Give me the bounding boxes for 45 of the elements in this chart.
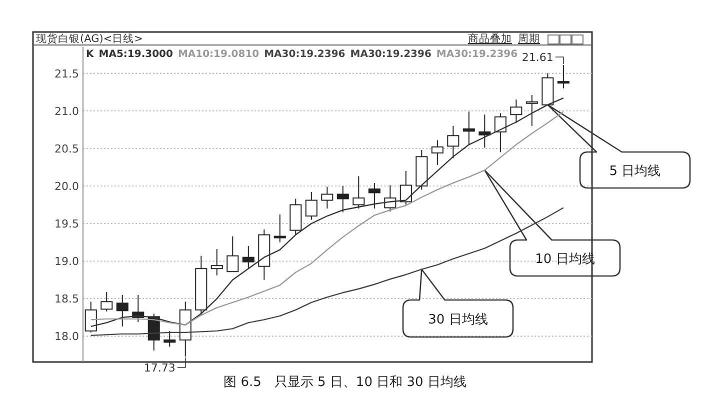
y-tick-label: 21.0 [54,104,79,118]
candlestick [242,246,254,268]
candlestick [352,176,365,210]
candlestick [368,182,380,210]
candlestick [447,125,460,159]
candlestick [336,185,349,213]
text: MA30:19.2396 [264,49,346,60]
candlestick [478,114,491,148]
candlestick [274,214,286,243]
candlestick [210,248,223,276]
text: 商品叠加 [468,32,512,45]
y-tick-label: 18.5 [54,292,79,306]
annotation: 30 日均线 [428,312,488,328]
y-tick-label: 18.0 [54,330,79,344]
chart-title: 现货白银(AG)<日线> [36,32,143,45]
candlestick [384,184,396,212]
candlestick [431,140,444,166]
y-tick-label: 20.0 [54,180,79,193]
annotation: 21.61 [522,51,554,64]
text: 17.73 [144,361,176,374]
candlestick [510,99,522,124]
candlestick [305,191,318,220]
candlestick [164,330,176,348]
candlestick [321,186,334,210]
candlestick [557,64,570,89]
annotation: MA30:19.2396 [436,49,518,60]
caption: 图 6.5 只显示 5 日、10 日和 30 日均线 [224,375,466,390]
candlestick [462,111,475,146]
text: MA10:19.0810 [178,49,260,60]
candlestick [494,112,506,153]
y-tick-label: 21.5 [54,67,79,80]
candlestick [226,236,239,272]
annotation: K [86,49,95,60]
y-tick-label: 19.0 [54,255,79,268]
y-tick-label: 20.5 [54,142,79,156]
candlestick [100,291,113,312]
text: 5 日均线 [609,164,661,179]
annotation: MA30:19.2396 [350,49,432,60]
candlestick [526,94,538,126]
candlestick [84,301,97,333]
text: 周期 [518,33,540,45]
y-tick-label: 19.5 [54,218,79,231]
candlestick [116,294,128,327]
candlestick [400,170,412,206]
text: MA5:19.3000 [98,49,173,60]
